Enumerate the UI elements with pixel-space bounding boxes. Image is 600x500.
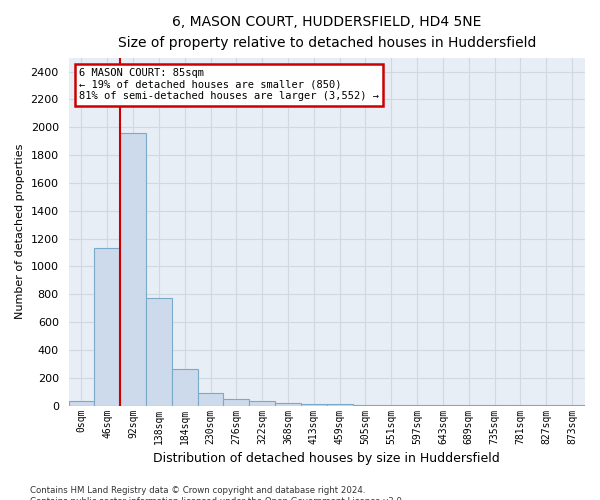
- Bar: [275, 403, 301, 406]
- Text: 6 MASON COURT: 85sqm
← 19% of detached houses are smaller (850)
81% of semi-deta: 6 MASON COURT: 85sqm ← 19% of detached h…: [79, 68, 379, 102]
- Title: 6, MASON COURT, HUDDERSFIELD, HD4 5NE
Size of property relative to detached hous: 6, MASON COURT, HUDDERSFIELD, HD4 5NE Si…: [118, 15, 536, 50]
- Text: Contains HM Land Registry data © Crown copyright and database right 2024.: Contains HM Land Registry data © Crown c…: [30, 486, 365, 495]
- Bar: [353, 405, 379, 406]
- Bar: [223, 398, 249, 406]
- Bar: [301, 404, 327, 406]
- Bar: [249, 402, 275, 406]
- Bar: [94, 248, 120, 406]
- Bar: [120, 133, 146, 406]
- Bar: [327, 404, 353, 406]
- Bar: [197, 393, 223, 406]
- Bar: [379, 405, 404, 406]
- Bar: [146, 298, 172, 406]
- X-axis label: Distribution of detached houses by size in Huddersfield: Distribution of detached houses by size …: [154, 452, 500, 465]
- Bar: [172, 369, 197, 406]
- Text: Contains public sector information licensed under the Open Government Licence v3: Contains public sector information licen…: [30, 497, 404, 500]
- Bar: [68, 402, 94, 406]
- Y-axis label: Number of detached properties: Number of detached properties: [15, 144, 25, 320]
